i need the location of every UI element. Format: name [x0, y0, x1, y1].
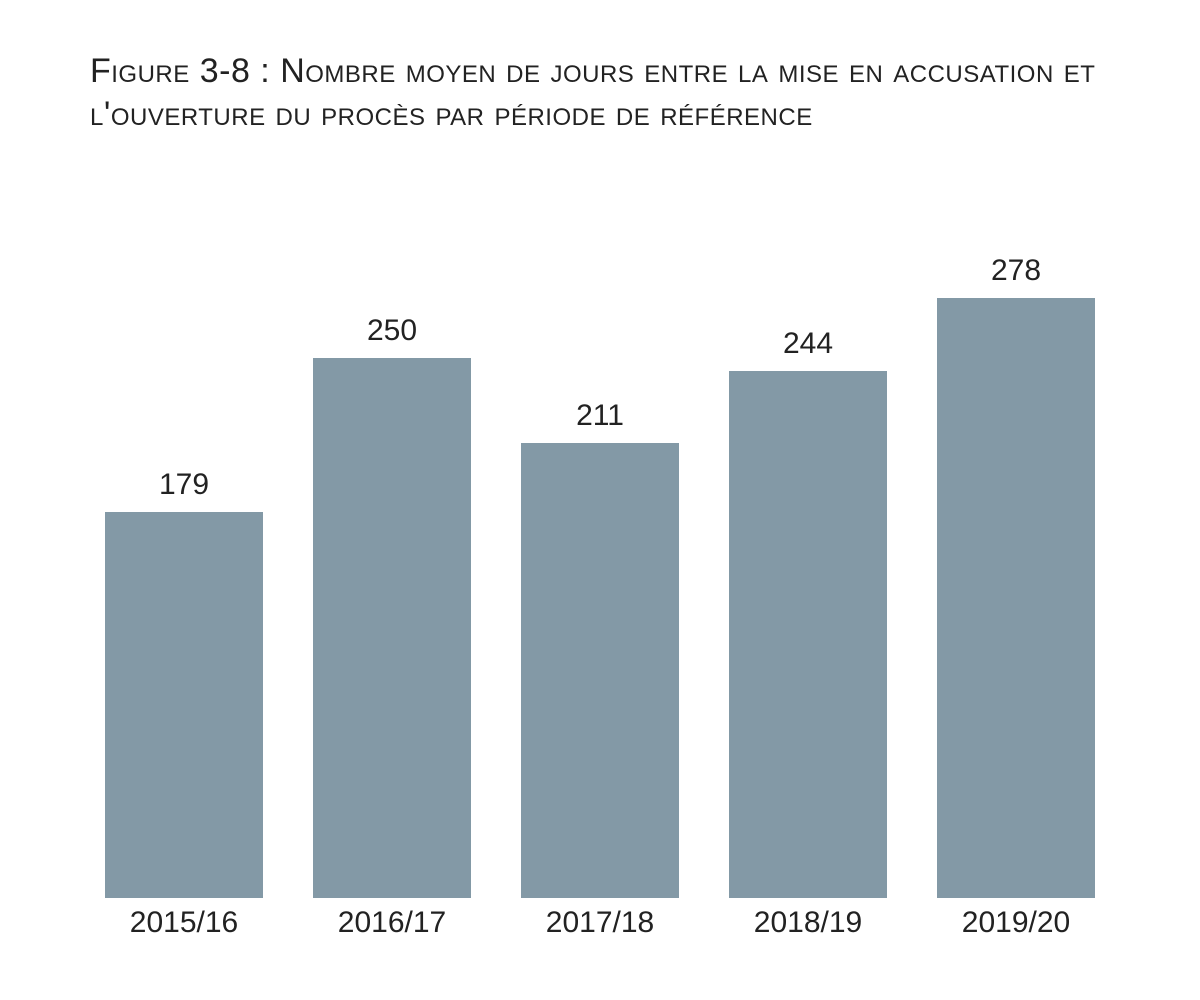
x-label-2: 2017/18: [506, 906, 694, 940]
bar-col-3: 244: [714, 327, 902, 898]
value-label-1: 250: [367, 314, 417, 348]
x-label-1: 2016/17: [298, 906, 486, 940]
bar-col-0: 179: [90, 468, 278, 898]
bar-col-4: 278: [922, 254, 1110, 898]
value-label-3: 244: [783, 327, 833, 361]
x-label-3: 2018/19: [714, 906, 902, 940]
chart-title: Figure 3-8 : Nombre moyen de jours entre…: [90, 50, 1110, 135]
value-label-4: 278: [991, 254, 1041, 288]
x-label-0: 2015/16: [90, 906, 278, 940]
bar-1: [313, 358, 471, 898]
bar-4: [937, 298, 1095, 898]
bar-0: [105, 512, 263, 898]
bars-row: 179 250 211 244 278: [90, 165, 1110, 898]
x-label-4: 2019/20: [922, 906, 1110, 940]
chart-container: Figure 3-8 : Nombre moyen de jours entre…: [0, 0, 1200, 1000]
x-axis-labels: 2015/16 2016/17 2017/18 2018/19 2019/20: [90, 906, 1110, 940]
bar-3: [729, 371, 887, 898]
value-label-2: 211: [576, 399, 624, 433]
chart-area: 179 250 211 244 278 2015/16 2016/17: [90, 165, 1110, 940]
value-label-0: 179: [159, 468, 209, 502]
bar-2: [521, 443, 679, 898]
bar-col-1: 250: [298, 314, 486, 898]
bar-col-2: 211: [506, 399, 694, 898]
